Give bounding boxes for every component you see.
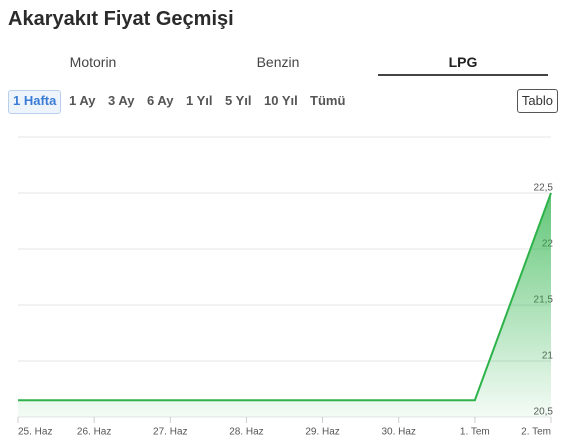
range-button[interactable]: 1 Hafta: [8, 90, 62, 114]
range-button[interactable]: 3 Ay: [108, 93, 135, 108]
tab[interactable]: LPG: [378, 54, 548, 76]
x-tick-label: 28. Haz: [229, 427, 263, 438]
range-button[interactable]: 1 Yıl: [186, 93, 213, 108]
area: [18, 193, 551, 417]
x-tick-label: 25. Haz: [18, 427, 52, 438]
tab[interactable]: Motorin: [69, 54, 117, 70]
range-button[interactable]: 5 Yıl: [225, 93, 252, 108]
line: [18, 192, 552, 402]
x-tick-label: 26. Haz: [77, 427, 111, 438]
y-tick-label: 22,5: [534, 183, 554, 194]
x-tick-label: 29. Haz: [305, 427, 339, 438]
tab[interactable]: Benzin: [256, 54, 300, 70]
table-button[interactable]: Tablo: [516, 89, 558, 113]
x-tick-label: 27. Haz: [153, 427, 187, 438]
x-tick-label: 2. Tem: [521, 427, 551, 438]
range-button[interactable]: 10 Yıl: [264, 93, 298, 108]
range-button[interactable]: Tümü: [310, 93, 346, 108]
x-tick-label: 30. Haz: [381, 427, 415, 438]
range-button[interactable]: 1 Ay: [69, 93, 96, 108]
range-button[interactable]: 6 Ay: [147, 93, 174, 108]
x-tick-label: 1. Tem: [460, 427, 490, 438]
page-title: Akaryakıt Fiyat Geçmişi: [8, 8, 234, 30]
